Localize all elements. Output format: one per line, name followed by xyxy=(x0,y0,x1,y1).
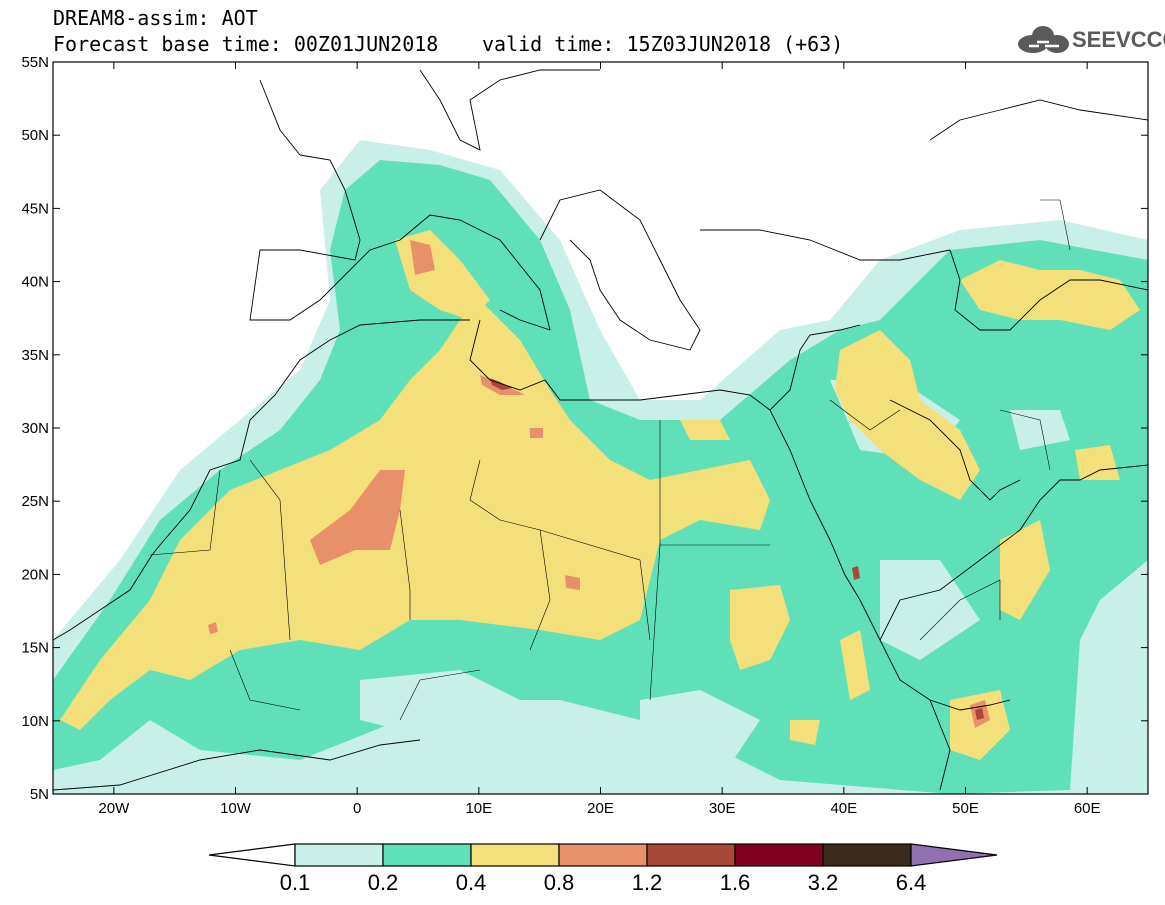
colorbar-label: 0.2 xyxy=(368,870,399,895)
colorbar-label: 1.2 xyxy=(632,870,663,895)
lon-tick-label: 10E xyxy=(465,800,492,817)
colorbar-swatch xyxy=(734,843,824,867)
valid-time: valid time: 15Z03JUN2018 (+63) xyxy=(482,32,844,56)
lat-tick-label: 45N xyxy=(21,200,49,217)
colorbar-swatch xyxy=(646,843,736,867)
colorbar-swatch xyxy=(470,843,560,867)
lat-tick-label: 5N xyxy=(30,786,49,803)
lon-tick-label: 30E xyxy=(709,800,736,817)
lon-tick-label: 20W xyxy=(98,800,130,817)
aot-field xyxy=(53,62,1148,794)
lat-tick-label: 25N xyxy=(21,493,49,510)
lat-tick-label: 10N xyxy=(21,713,49,730)
lat-tick-label: 40N xyxy=(21,274,49,291)
lon-tick-label: 0 xyxy=(353,800,361,817)
colorbar-swatch xyxy=(294,843,384,867)
lat-tick-label: 50N xyxy=(21,127,49,144)
lon-tick-label: 40E xyxy=(830,800,857,817)
colorbar-label: 0.8 xyxy=(544,870,575,895)
lon-tick-label: 10W xyxy=(220,800,252,817)
lon-tick-label: 20E xyxy=(587,800,614,817)
colorbar-label: 0.4 xyxy=(456,870,487,895)
lat-tick-label: 15N xyxy=(21,640,49,657)
forecast-base-time: Forecast base time: 00Z01JUN2018 xyxy=(53,32,439,56)
coastlines xyxy=(53,69,1148,791)
longitude-ticks: 20W 10W 0 10E 20E 30E 40E 50E 60E xyxy=(98,62,1101,817)
colorbar: 0.1 0.2 0.4 0.8 1.2 1.6 3.2 6.4 xyxy=(208,843,998,895)
seevccc-logo-text: SEEVCCC xyxy=(1072,27,1165,52)
cloud-icon xyxy=(1018,26,1069,53)
lat-tick-label: 55N xyxy=(21,54,49,71)
latitude-ticks: 5N 10N 15N 20N 25N 30N 35N 40N 45N 50N 55N xyxy=(21,54,1148,803)
lon-tick-label: 60E xyxy=(1074,800,1101,817)
colorbar-label: 0.1 xyxy=(280,870,311,895)
lon-tick-label: 50E xyxy=(952,800,979,817)
lat-tick-label: 30N xyxy=(21,420,49,437)
colorbar-swatch xyxy=(822,843,912,867)
colorbar-label: 1.6 xyxy=(720,870,751,895)
colorbar-swatch xyxy=(558,843,648,867)
borders xyxy=(149,199,1071,721)
colorbar-label: 6.4 xyxy=(896,870,927,895)
colorbar-swatch xyxy=(382,843,472,867)
map-title: DREAM8-assim: AOT xyxy=(53,6,258,30)
lat-tick-label: 20N xyxy=(21,566,49,583)
colorbar-label: 3.2 xyxy=(808,870,839,895)
lat-tick-label: 35N xyxy=(21,347,49,364)
colorbar-low-triangle xyxy=(208,843,296,867)
colorbar-high-triangle xyxy=(910,843,998,867)
